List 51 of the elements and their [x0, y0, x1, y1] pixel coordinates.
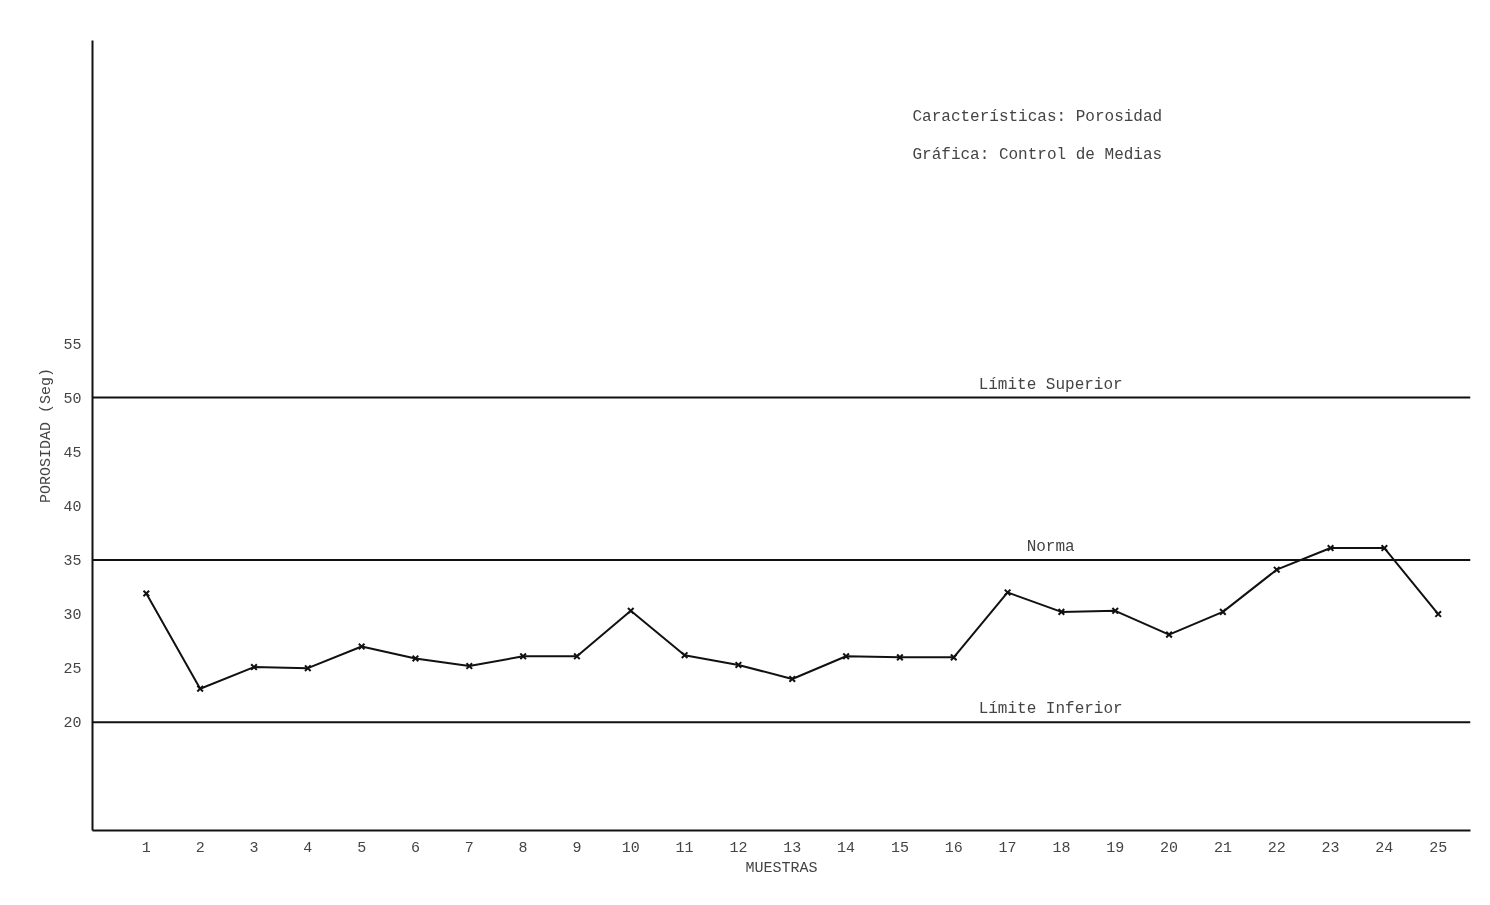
x-tick-label: 11 — [675, 839, 694, 857]
y-tick-label: 30 — [63, 607, 82, 625]
annotation: Gráfica: Control de Medias — [912, 145, 1163, 164]
y-tick-label: 40 — [63, 498, 82, 516]
x-tick-label: 14 — [837, 839, 856, 857]
x-tick-label: 9 — [572, 839, 582, 857]
x-tick-label: 19 — [1106, 839, 1125, 857]
x-tick-label: 1 — [141, 839, 151, 857]
x-tick-label: 10 — [621, 839, 640, 857]
point — [626, 606, 635, 615]
x-tick-label: 21 — [1213, 839, 1232, 857]
x-tick-label: 22 — [1267, 839, 1286, 857]
x-tick-label: 25 — [1429, 839, 1448, 857]
x-tick-label: 12 — [729, 839, 748, 857]
y-tick-label: 20 — [63, 715, 82, 733]
x-tick-label: 2 — [195, 839, 205, 857]
y-axis-title: POROSIDAD (Seg) — [38, 367, 56, 504]
point — [1272, 565, 1281, 574]
x-tick-label: 15 — [890, 839, 909, 857]
point — [1003, 588, 1012, 597]
y-tick-label: 55 — [63, 336, 82, 354]
ref-line-label: Norma — [1026, 537, 1076, 556]
y-tick-label: 50 — [63, 390, 82, 408]
x-tick-label: 7 — [464, 839, 474, 857]
point — [519, 652, 527, 661]
y-tick-label: 35 — [63, 552, 82, 570]
point — [842, 652, 850, 661]
x-tick-label: 4 — [303, 839, 313, 857]
x-tick-label: 8 — [518, 839, 528, 857]
x-tick-label: 17 — [998, 839, 1017, 857]
point — [1380, 544, 1389, 552]
point — [949, 653, 958, 662]
x-tick-label: 5 — [357, 839, 367, 857]
x-tick-label: 20 — [1160, 839, 1179, 857]
point — [142, 589, 151, 598]
ref-line-label: Límite Inferior — [978, 700, 1123, 719]
point — [303, 664, 312, 672]
point — [411, 654, 420, 663]
y-tick-label: 25 — [63, 661, 82, 679]
x-tick-label: 24 — [1375, 839, 1394, 857]
annotation: Características: Porosidad — [912, 107, 1163, 126]
x-tick-label: 23 — [1321, 839, 1340, 857]
y-tick-label: 45 — [63, 444, 82, 462]
x-tick-label: 13 — [783, 839, 802, 857]
x-tick-label: 18 — [1052, 839, 1071, 857]
x-axis-title: MUESTRAS — [745, 859, 818, 877]
ref-line-label: Límite Superior — [978, 375, 1123, 394]
x-tick-label: 3 — [249, 839, 259, 857]
x-tick-label: 6 — [410, 839, 420, 857]
point — [357, 642, 366, 651]
x-tick-label: 16 — [944, 839, 963, 857]
